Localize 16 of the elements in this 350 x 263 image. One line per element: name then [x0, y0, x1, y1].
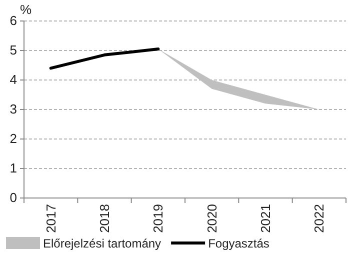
x-tick-label: 2017	[43, 204, 58, 233]
y-axis-title: %	[20, 2, 32, 17]
x-tick-label: 2021	[258, 204, 274, 233]
legend-label: Fogyasztás	[208, 236, 270, 250]
y-tick-label: 5	[10, 42, 17, 58]
y-tick-label: 3	[10, 102, 17, 117]
legend-label: Előrejelzési tartomány	[43, 236, 162, 250]
x-tick-label: 2020	[204, 204, 220, 233]
y-tick-label: 1	[10, 160, 17, 176]
y-tick-label: 2	[10, 131, 17, 146]
x-tick-label: 2022	[312, 204, 327, 233]
x-tick-label: 2018	[97, 204, 112, 233]
y-tick-label: 4	[10, 72, 17, 88]
y-tick-label: 6	[10, 13, 17, 28]
y-tick-label: 0	[10, 190, 17, 206]
x-tick-label: 2019	[150, 204, 166, 233]
